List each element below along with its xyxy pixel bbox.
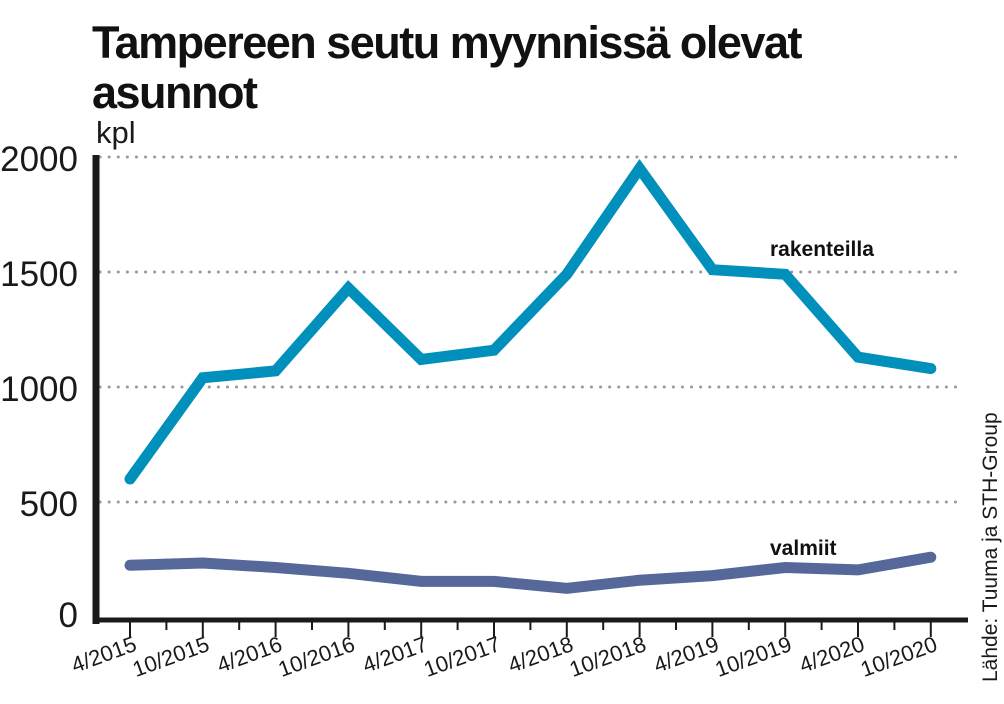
x-tick-label-4: 4/2017	[359, 631, 431, 678]
chart-title: Tampereen seutu myynnissä olevat asunnot	[92, 18, 952, 118]
y-tick-label-1500: 1500	[0, 255, 78, 294]
x-tick-label-0: 4/2015	[68, 631, 140, 678]
title-line-2: asunnot	[92, 67, 258, 118]
series-label-valmiit: valmiit	[770, 537, 837, 560]
series-label-rakenteilla: rakenteilla	[770, 238, 874, 261]
x-tick-label-1: 10/2015	[129, 631, 212, 682]
title-line-1: Tampereen seutu myynnissä olevat	[92, 17, 802, 68]
x-tick-label-8: 4/2019	[650, 631, 722, 678]
y-tick-label-500: 500	[20, 485, 78, 524]
y-tick-label-2000: 2000	[0, 140, 78, 179]
x-tick-label-7: 10/2018	[566, 631, 649, 682]
x-tick-label-5: 10/2017	[420, 631, 503, 682]
x-tick-label-10: 4/2020	[796, 631, 868, 678]
y-axis-label: kpl	[96, 115, 136, 150]
x-tick-label-11: 10/2020	[857, 631, 940, 682]
x-tick-label-2: 4/2016	[214, 631, 286, 678]
series-line-rakenteilla	[124, 158, 937, 485]
y-tick-label-0: 0	[59, 596, 78, 635]
source-note: Lähde: Tuuma ja STH-Group	[979, 412, 1002, 682]
series-line-valmiit	[124, 551, 937, 594]
x-tick-label-9: 10/2019	[712, 631, 795, 682]
x-tick-label-3: 10/2016	[275, 631, 358, 682]
x-tick-label-6: 4/2018	[505, 631, 577, 678]
y-tick-label-1000: 1000	[0, 370, 78, 409]
